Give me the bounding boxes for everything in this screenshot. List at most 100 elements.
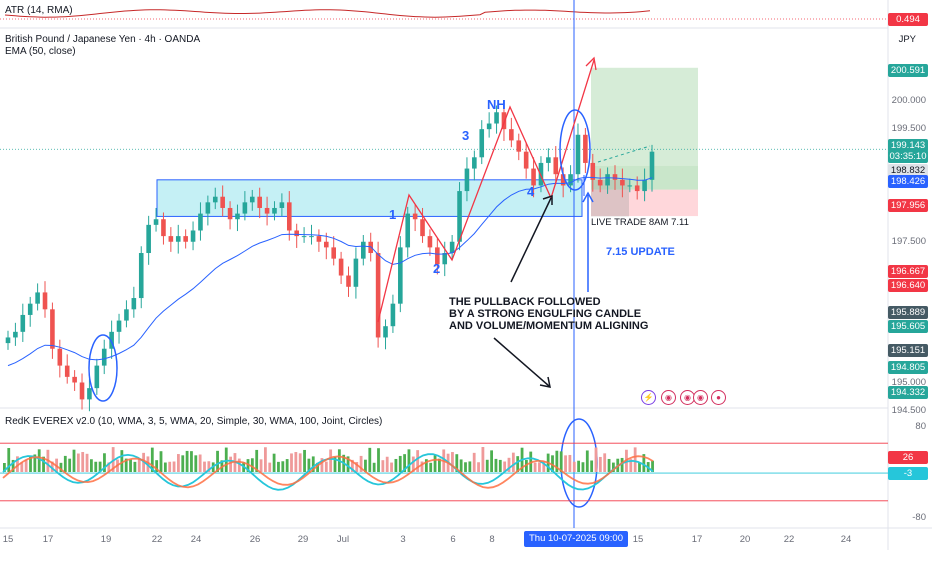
osc-bar (177, 454, 180, 472)
osc-bar (564, 455, 567, 472)
osc-bar (198, 454, 202, 472)
candle-body (205, 202, 211, 214)
osc-bar (407, 449, 411, 472)
price-marker-last: 199.143 (888, 139, 928, 152)
osc-bar (594, 447, 598, 472)
candle-body (575, 134, 581, 175)
chart-stage: ATR (14, RMA) British Pound / Japanese Y… (0, 0, 932, 550)
candle-body (198, 213, 203, 231)
osc-bar (229, 456, 232, 472)
osc-bar (72, 449, 76, 472)
price-tick: 194.500 (891, 404, 926, 416)
price-marker-g5: 194.332 (888, 386, 928, 399)
flag-icon[interactable]: ◉ (680, 390, 695, 405)
wave-arrowhead (585, 56, 597, 71)
candle-body (375, 253, 381, 338)
osc-bar (20, 462, 24, 472)
candle-body (479, 129, 485, 158)
osc-bar (94, 461, 98, 472)
candle-body (242, 202, 248, 214)
osc-bar (429, 462, 433, 472)
candle-body (597, 179, 603, 186)
osc-bar (255, 449, 259, 472)
osc-bar (85, 453, 89, 472)
candle-body (87, 388, 92, 400)
note-line-1: THE PULLBACK FOLLOWED (449, 296, 601, 308)
osc-bar (298, 453, 302, 472)
chart-canvas[interactable] (0, 0, 932, 550)
osc-bar (559, 451, 563, 472)
candle-body (442, 253, 448, 265)
candle-body (301, 236, 307, 238)
osc-bar (346, 456, 350, 472)
osc-bar (7, 448, 11, 472)
osc-bar (281, 461, 285, 472)
wave-1-label: 1 (389, 207, 397, 222)
candle-body (383, 326, 388, 338)
osc-bar (103, 453, 106, 472)
osc-bar (59, 462, 63, 472)
osc-top: 80 (915, 421, 926, 432)
candle-body (116, 320, 122, 332)
candle-body (583, 134, 588, 163)
osc-bar (368, 447, 372, 472)
candle-body (398, 247, 403, 304)
osc-bar (485, 459, 489, 472)
price-marker-sl: 197.956 (888, 199, 928, 212)
note-arrow (510, 197, 552, 283)
osc-bar (433, 455, 437, 472)
candle-body (124, 309, 129, 321)
wave-path (377, 59, 595, 323)
osc-bar (68, 458, 72, 472)
osc-bar (598, 456, 602, 472)
osc-bar (538, 462, 541, 472)
price-tick: 200.000 (891, 95, 926, 106)
osc-bar (311, 456, 315, 472)
price-tick: 199.500 (891, 123, 926, 135)
flag-icon[interactable]: ◉ (693, 390, 708, 405)
redk-label: RedK EVEREX v2.0 (10, WMA, 3, 5, WMA, 20… (5, 416, 383, 427)
osc-bar (98, 461, 102, 472)
candle-body (405, 213, 411, 248)
price-marker-g3: 195.151 (888, 344, 928, 357)
currency-label[interactable]: JPY (898, 34, 916, 45)
update-arrowhead (582, 191, 594, 203)
candle-body (412, 213, 418, 220)
flag-icon[interactable]: ● (711, 390, 726, 405)
osc-bar (168, 461, 172, 472)
candle-body (560, 174, 566, 186)
osc-bar (525, 460, 528, 472)
candle-body (420, 219, 425, 237)
flag-icon[interactable]: ◉ (661, 390, 676, 405)
note-arrowhead (542, 194, 553, 205)
candle-body (457, 191, 462, 242)
price-marker-entry: 198.426 (888, 175, 928, 188)
candle-body (435, 247, 440, 265)
candle-body (109, 331, 114, 349)
price-marker-countdown: 03:35:10 (888, 150, 928, 163)
time-tick: 6 (450, 534, 456, 545)
osc-bar (216, 450, 219, 472)
time-tick: 15 (2, 534, 14, 545)
osc-bar (137, 458, 141, 472)
osc-bar (394, 458, 398, 472)
osc-slow-line (2, 455, 654, 489)
time-tick: 26 (249, 534, 261, 545)
osc-bar (551, 455, 554, 472)
candle-body (346, 275, 351, 287)
osc-bar (507, 457, 511, 472)
candle-body (168, 236, 174, 242)
crosshair-time: Thu 10-07-2025 09:00 PM (524, 531, 628, 560)
candle-body (272, 207, 277, 214)
osc-bar (464, 462, 467, 472)
candle-body (57, 348, 63, 366)
osc-bar (451, 452, 454, 472)
osc-bar (316, 462, 319, 472)
osc-bar (224, 447, 228, 472)
price-marker-g4: 194.805 (888, 361, 928, 374)
osc-bar (16, 456, 19, 472)
price-marker-tp: 200.591 (888, 64, 928, 77)
flash-icon[interactable]: ⚡ (641, 390, 656, 405)
osc-bar (155, 460, 159, 472)
osc-bar (516, 456, 520, 472)
